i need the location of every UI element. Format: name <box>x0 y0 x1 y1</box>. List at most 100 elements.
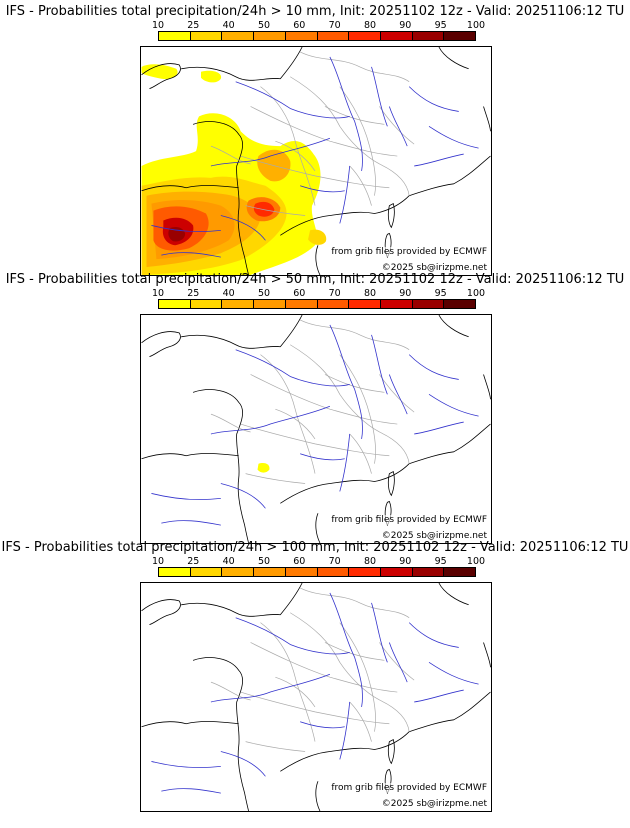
river-line <box>220 483 266 509</box>
river-line <box>388 374 408 415</box>
river-line <box>388 642 408 683</box>
colorbar-tick-label: 60 <box>293 288 306 299</box>
colorbar-tick-label: 25 <box>187 20 200 31</box>
river-line <box>339 433 351 492</box>
colorbar-segment <box>222 568 255 576</box>
river-line <box>428 661 479 685</box>
colorbar-segment <box>444 32 476 40</box>
colorbar-segment <box>444 300 476 308</box>
colorbar-tick-label: 50 <box>257 20 271 31</box>
colorbar-segment <box>317 300 350 308</box>
border-line <box>240 155 390 189</box>
river-line <box>414 689 464 703</box>
colorbar-segment <box>254 568 286 576</box>
river-line <box>414 153 464 167</box>
colorbar-tick-label: 25 <box>187 556 200 567</box>
colorbar-tick-label: 90 <box>399 556 412 567</box>
border-line <box>210 413 251 433</box>
coastline <box>141 583 491 811</box>
border-line <box>245 473 306 484</box>
colorbar-segment <box>190 568 223 576</box>
border-line <box>339 86 377 196</box>
colorbar-labels: 10 25 40 50 60 70 80 90 95 100 <box>152 556 485 567</box>
river-line <box>414 421 464 435</box>
colorbar-labels: 10 25 40 50 60 70 80 90 95 100 <box>152 288 485 299</box>
colorbar-tick-label: 95 <box>434 20 447 31</box>
river-line <box>371 602 388 663</box>
map-panel-50mm: IFS - Probabilities total precipitation/… <box>0 272 630 544</box>
border-line <box>349 165 372 206</box>
river-line <box>339 165 351 224</box>
river-line <box>329 324 363 439</box>
colorbar-tick-label: 100 <box>466 20 486 31</box>
border-line <box>339 354 377 464</box>
border-line <box>379 106 415 145</box>
colorbar-tick-label: 70 <box>328 556 341 567</box>
river-line <box>300 185 345 193</box>
map-frame: from grib files provided by ECMWF ©2025 s… <box>140 582 492 812</box>
river-line <box>388 106 408 147</box>
panel-title: IFS - Probabilities total precipitation/… <box>5 272 625 287</box>
colorbar <box>158 31 476 41</box>
river-line <box>428 125 479 149</box>
colorbar-segment <box>380 300 413 308</box>
colorbar-tick-label: 100 <box>466 556 486 567</box>
colorbar <box>158 299 476 309</box>
borders <box>210 319 415 484</box>
river-line <box>161 520 221 526</box>
river-line <box>329 592 363 707</box>
border-line <box>275 408 316 440</box>
colorbar-tick-label: 25 <box>187 288 200 299</box>
colorbar-segment <box>222 32 255 40</box>
border-line <box>240 691 390 725</box>
source-credit: from grib files provided by ECMWF <box>331 515 487 525</box>
map-panel-100mm: IFS - Probabilities total precipitation/… <box>0 540 630 812</box>
precip-contour <box>201 70 222 83</box>
colorbar <box>158 567 476 577</box>
copyright-credit: ©2025 sb@irizpme.net <box>381 531 487 541</box>
border-line <box>290 76 410 196</box>
colorbar-segment <box>317 568 350 576</box>
rivers <box>151 592 479 794</box>
border-line <box>290 344 410 464</box>
river-line <box>161 252 221 258</box>
precip-field <box>141 64 327 275</box>
map-canvas <box>141 315 491 543</box>
colorbar-tick-label: 70 <box>328 288 341 299</box>
border-line <box>379 374 415 413</box>
river-line <box>151 761 221 768</box>
river-line <box>220 215 266 241</box>
borders <box>210 587 415 752</box>
colorbar-tick-label: 80 <box>363 20 377 31</box>
river-line <box>210 405 331 435</box>
border-line <box>250 106 398 157</box>
river-line <box>210 137 331 167</box>
coastline <box>141 47 491 275</box>
colorbar-segment <box>412 568 445 576</box>
colorbar-tick-label: 50 <box>257 288 271 299</box>
colorbar-tick-label: 60 <box>293 556 306 567</box>
rivers <box>151 324 479 526</box>
panel-title: IFS - Probabilities total precipitation/… <box>1 540 629 555</box>
river-line <box>408 354 459 380</box>
precip-contour <box>141 64 178 80</box>
river-line <box>300 453 345 461</box>
map-canvas <box>141 47 491 275</box>
precip-contour <box>257 462 270 473</box>
river-line <box>408 622 459 648</box>
river-line <box>235 349 350 387</box>
river-line <box>210 673 331 703</box>
border-line <box>245 205 306 216</box>
border-line <box>299 319 410 350</box>
borders <box>210 51 415 216</box>
colorbar-segment <box>159 300 191 308</box>
colorbar-segment <box>349 568 381 576</box>
colorbar-segment <box>159 568 191 576</box>
river-line <box>220 751 266 777</box>
colorbar-tick-label: 95 <box>434 556 447 567</box>
colorbar-segment <box>349 32 381 40</box>
map-frame: from grib files provided by ECMWF ©2025 s… <box>140 46 492 276</box>
colorbar-segment <box>412 32 445 40</box>
river-line <box>235 81 350 119</box>
colorbar-tick-label: 60 <box>293 20 306 31</box>
